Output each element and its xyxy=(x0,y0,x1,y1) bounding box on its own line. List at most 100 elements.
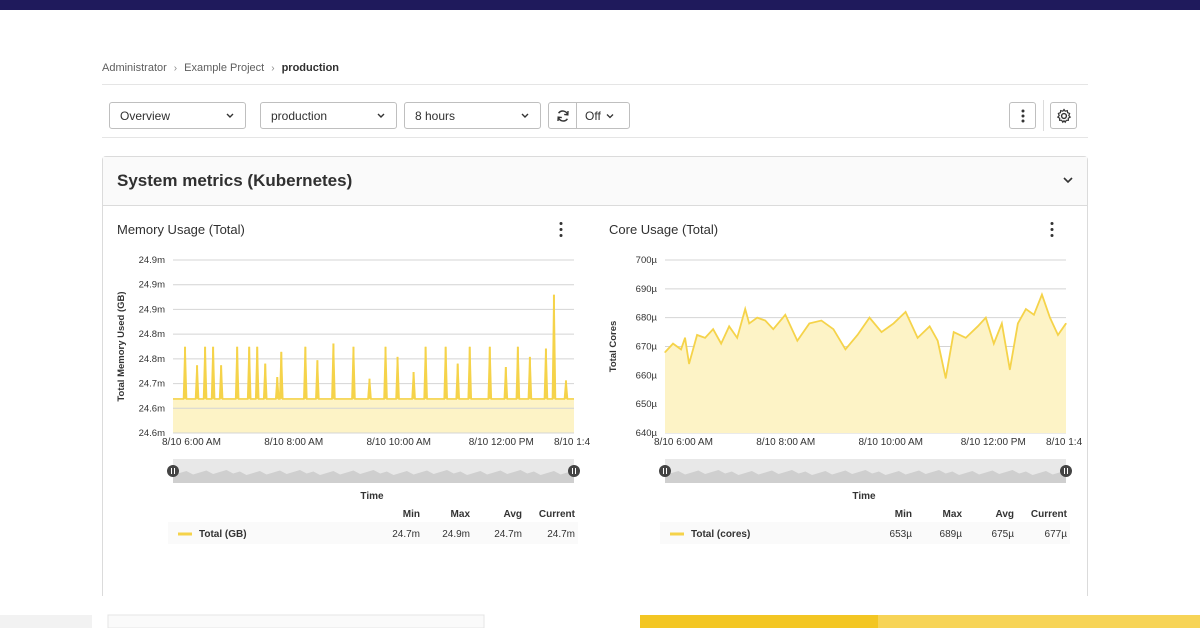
chevron-down-icon xyxy=(226,113,234,118)
environment-dropdown[interactable]: production xyxy=(260,102,397,129)
data-point xyxy=(704,337,706,339)
panel-title: System metrics (Kubernetes) xyxy=(117,171,353,190)
breadcrumb: Administrator › Example Project › produc… xyxy=(102,62,339,74)
legend-stat-value: 24.7m xyxy=(547,529,575,540)
legend-stat-header: Max xyxy=(943,509,963,520)
legend-stat-value: 689µ xyxy=(940,529,963,540)
data-point xyxy=(748,322,750,325)
data-point xyxy=(917,337,919,339)
divider xyxy=(102,84,1088,85)
data-point xyxy=(945,377,947,379)
data-point xyxy=(772,328,774,330)
x-tick-label: 8/10 1:4 xyxy=(1046,437,1082,448)
y-tick-label: 24.6m xyxy=(139,428,165,439)
x-axis-label: Time xyxy=(360,491,384,502)
data-point xyxy=(712,328,714,330)
kebab-icon[interactable] xyxy=(1049,221,1055,238)
kebab-icon[interactable] xyxy=(558,221,564,238)
data-point xyxy=(820,319,822,322)
data-point xyxy=(977,325,979,327)
data-point xyxy=(684,337,686,339)
legend-row-bg xyxy=(168,522,578,544)
toolbar-separator xyxy=(1043,100,1044,131)
chevron-down-icon[interactable] xyxy=(1061,173,1075,187)
x-tick-label: 8/10 12:00 PM xyxy=(961,437,1026,448)
environment-dropdown-value: production xyxy=(271,108,328,123)
panel-header[interactable]: System metrics (Kubernetes) xyxy=(103,157,1087,206)
system-metrics-panel: System metrics (Kubernetes) xyxy=(102,156,1088,596)
x-tick-label: 8/10 8:00 AM xyxy=(264,437,323,448)
zoom-handle-icon xyxy=(1060,465,1072,477)
zoom-slider-preview xyxy=(173,470,574,483)
y-tick-label: 680µ xyxy=(636,313,658,324)
data-point xyxy=(696,334,698,336)
refresh-rate-value: Off xyxy=(585,108,601,123)
breadcrumb-item-administrator[interactable]: Administrator xyxy=(102,62,167,74)
data-point xyxy=(1009,368,1011,371)
dashboard-dropdown[interactable]: Overview xyxy=(109,102,246,129)
breadcrumb-current[interactable]: production xyxy=(281,62,340,74)
legend-stat-header: Avg xyxy=(503,509,522,520)
settings-button[interactable] xyxy=(1050,102,1077,129)
data-point xyxy=(892,322,895,325)
memory-usage-chart: 24.9m 24.9m 24.9m 24.8m 24.8m 24.7m 24.6m 24.6m… xyxy=(116,255,590,544)
y-tick-label: 24.8m xyxy=(139,354,165,365)
data-point xyxy=(880,331,883,333)
data-point xyxy=(905,311,907,313)
y-tick-label: 24.7m xyxy=(139,379,165,390)
data-point xyxy=(808,322,810,325)
y-tick-label: 660µ xyxy=(636,370,658,381)
breadcrumb-item-project[interactable]: Example Project xyxy=(184,62,265,74)
area-fill xyxy=(665,294,1066,433)
data-point xyxy=(664,351,666,353)
y-tick-label: 640µ xyxy=(636,428,658,439)
refresh-control: Off xyxy=(548,102,630,129)
data-point xyxy=(1017,322,1019,325)
area-fill xyxy=(173,398,574,433)
data-point xyxy=(1025,308,1027,310)
refresh-rate-dropdown[interactable]: Off xyxy=(577,103,629,128)
y-axis-label: Total Cores xyxy=(608,321,619,373)
time-range-dropdown[interactable]: 8 hours xyxy=(404,102,541,129)
x-tick-label: 8/10 12:00 PM xyxy=(469,437,534,448)
legend-row-bg xyxy=(660,522,1070,544)
data-point xyxy=(868,317,871,319)
top-nav-bar xyxy=(0,0,1200,10)
data-point xyxy=(965,337,967,339)
x-tick-label: 8/10 10:00 AM xyxy=(859,437,924,448)
y-tick-label: 670µ xyxy=(636,342,658,353)
x-tick-label: 8/10 8:00 AM xyxy=(756,437,815,448)
data-point xyxy=(844,348,847,350)
legend-stat-value: 24.9m xyxy=(442,529,470,540)
more-actions-button[interactable] xyxy=(1009,102,1036,129)
kebab-icon xyxy=(1021,109,1024,122)
data-point xyxy=(796,340,798,342)
y-tick-label: 24.9m xyxy=(139,255,165,266)
data-point xyxy=(985,317,987,319)
chevron-down-icon xyxy=(606,113,614,118)
y-tick-label: 700µ xyxy=(636,255,658,266)
legend-stat-header: Max xyxy=(451,509,471,520)
legend-stat-value: 653µ xyxy=(890,529,913,540)
y-tick-label: 24.6m xyxy=(139,403,165,414)
y-tick-label: 690µ xyxy=(636,284,658,295)
chart-title-memory: Memory Usage (Total) xyxy=(117,222,245,237)
data-point xyxy=(672,343,674,345)
x-tick-label: 8/10 10:00 AM xyxy=(367,437,432,448)
legend-stat-value: 24.7m xyxy=(494,529,522,540)
x-tick-label: 8/10 6:00 AM xyxy=(162,437,221,448)
legend-stat-value: 675µ xyxy=(992,529,1015,540)
legend-stat-value: 677µ xyxy=(1045,529,1068,540)
data-point xyxy=(993,343,995,345)
zoom-handle-icon xyxy=(659,465,671,477)
data-point xyxy=(1057,334,1059,336)
y-tick-label: 24.9m xyxy=(139,280,165,291)
refresh-button[interactable] xyxy=(549,103,577,128)
data-point xyxy=(832,328,835,330)
chevron-down-icon xyxy=(377,113,385,118)
time-range-dropdown-value: 8 hours xyxy=(415,108,456,123)
dashboard-dropdown-value: Overview xyxy=(120,108,171,123)
data-point xyxy=(1065,322,1067,325)
x-axis-label: Time xyxy=(852,491,876,502)
